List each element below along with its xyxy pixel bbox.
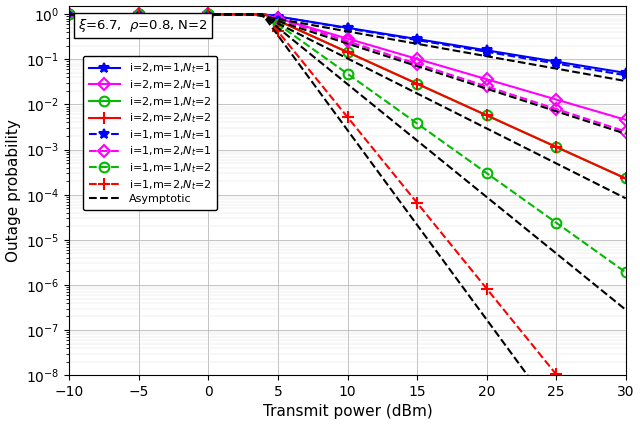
- Y-axis label: Outage probability: Outage probability: [6, 119, 20, 262]
- Text: $\xi$=6.7,  $\rho$=0.8, N=2: $\xi$=6.7, $\rho$=0.8, N=2: [77, 17, 208, 34]
- X-axis label: Transmit power (dBm): Transmit power (dBm): [262, 405, 433, 419]
- Legend: i=2,m=1,$N_t$=1, i=2,m=2,$N_t$=1, i=2,m=1,$N_t$=2, i=2,m=2,$N_t$=2, i=1,m=1,$N_t: i=2,m=1,$N_t$=1, i=2,m=2,$N_t$=1, i=2,m=…: [83, 56, 217, 210]
